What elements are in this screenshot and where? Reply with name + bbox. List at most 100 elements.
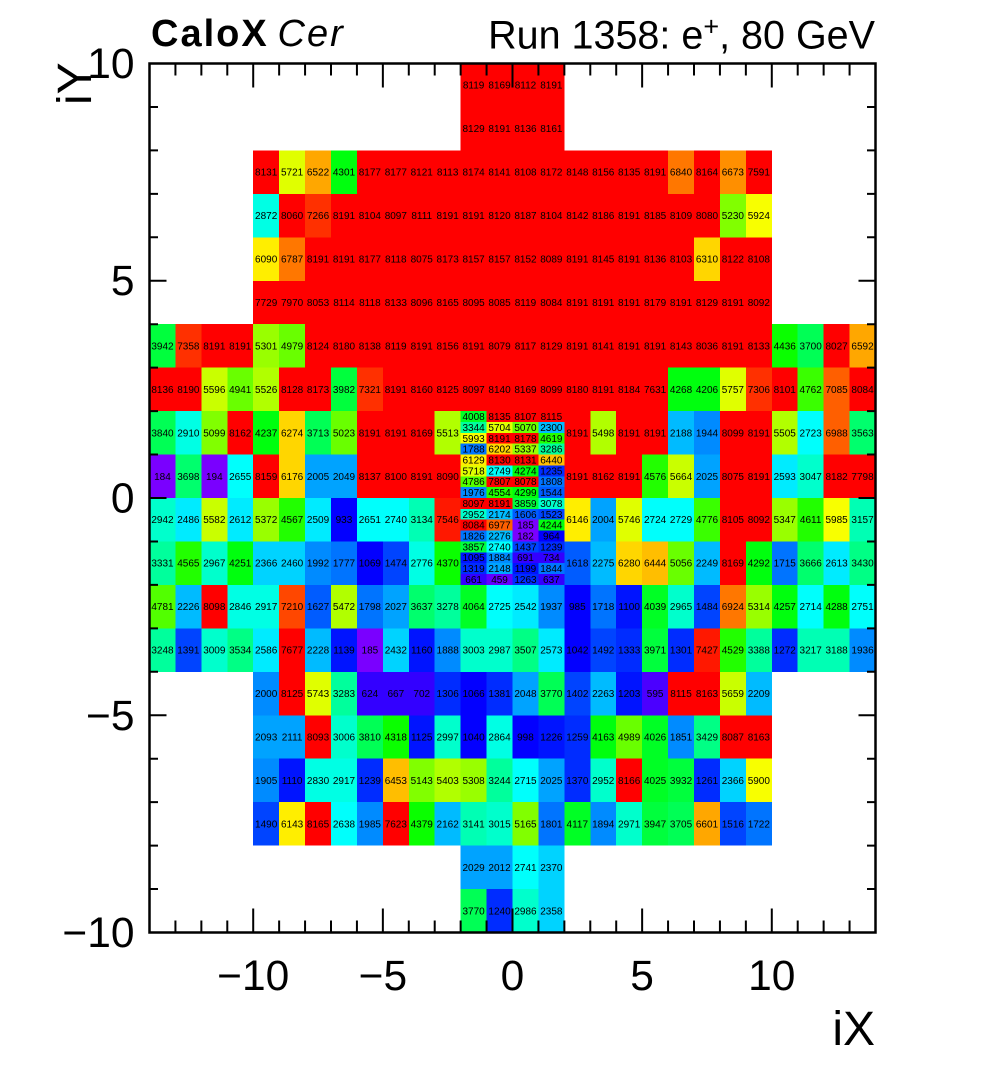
svg-text:8122: 8122: [722, 255, 745, 266]
svg-text:8191: 8191: [462, 341, 485, 352]
svg-text:5347: 5347: [774, 515, 797, 526]
svg-text:4237: 4237: [255, 428, 278, 439]
svg-text:1040: 1040: [462, 732, 485, 743]
svg-text:8115: 8115: [670, 689, 692, 700]
svg-text:1976: 1976: [462, 488, 485, 499]
svg-text:5165: 5165: [514, 819, 537, 830]
svg-text:8178: 8178: [514, 434, 537, 445]
svg-text:8191: 8191: [618, 211, 641, 222]
svg-text:2740: 2740: [385, 515, 408, 526]
svg-text:5372: 5372: [255, 515, 278, 526]
svg-text:7591: 7591: [748, 168, 771, 179]
svg-text:8173: 8173: [437, 255, 460, 266]
svg-text:1905: 1905: [255, 776, 278, 787]
svg-text:8060: 8060: [281, 211, 304, 222]
svg-text:4025: 4025: [644, 776, 667, 787]
svg-text:3278: 3278: [437, 602, 460, 613]
svg-text:2460: 2460: [281, 559, 304, 570]
svg-text:5746: 5746: [618, 515, 641, 526]
svg-text:3244: 3244: [488, 776, 511, 787]
svg-text:3982: 3982: [333, 385, 356, 396]
svg-text:2942: 2942: [151, 515, 174, 526]
svg-text:5: 5: [630, 953, 654, 1000]
svg-text:3637: 3637: [411, 602, 434, 613]
svg-text:933: 933: [336, 515, 353, 526]
svg-text:3666: 3666: [800, 559, 823, 570]
svg-text:5718: 5718: [462, 466, 485, 477]
svg-text:8191: 8191: [618, 428, 641, 439]
svg-text:7306: 7306: [748, 385, 771, 396]
svg-text:4039: 4039: [644, 602, 667, 613]
svg-text:734: 734: [543, 553, 560, 564]
svg-text:1239: 1239: [359, 776, 382, 787]
svg-text:8092: 8092: [748, 515, 771, 526]
svg-text:1370: 1370: [566, 776, 589, 787]
svg-text:702: 702: [413, 689, 430, 700]
svg-text:2830: 2830: [307, 776, 330, 787]
svg-text:8148: 8148: [566, 168, 589, 179]
svg-text:1718: 1718: [592, 602, 615, 613]
svg-text:2872: 2872: [255, 211, 278, 222]
svg-text:5743: 5743: [307, 689, 330, 700]
svg-text:2740: 2740: [488, 542, 511, 553]
svg-text:691: 691: [517, 553, 534, 564]
svg-text:6840: 6840: [670, 168, 693, 179]
svg-text:3015: 3015: [488, 819, 511, 830]
svg-text:2651: 2651: [359, 515, 382, 526]
svg-text:8104: 8104: [359, 211, 382, 222]
svg-text:8125: 8125: [281, 689, 304, 700]
svg-text:4206: 4206: [696, 385, 719, 396]
svg-text:8115: 8115: [541, 412, 563, 423]
svg-text:8157: 8157: [488, 255, 511, 266]
svg-text:1240: 1240: [488, 906, 511, 917]
svg-text:4554: 4554: [488, 488, 511, 499]
svg-text:8118: 8118: [385, 255, 407, 266]
svg-text:4064: 4064: [462, 602, 485, 613]
svg-text:4567: 4567: [281, 515, 304, 526]
svg-text:3700: 3700: [800, 341, 823, 352]
svg-text:1618: 1618: [566, 559, 589, 570]
svg-text:1042: 1042: [566, 646, 589, 657]
svg-text:1239: 1239: [540, 542, 563, 553]
svg-text:8166: 8166: [618, 776, 641, 787]
svg-text:8191: 8191: [333, 255, 356, 266]
svg-text:8191: 8191: [618, 298, 641, 309]
svg-text:2358: 2358: [540, 906, 563, 917]
svg-text:8191: 8191: [722, 298, 745, 309]
svg-text:8129: 8129: [540, 341, 563, 352]
svg-text:8137: 8137: [359, 472, 382, 483]
svg-text:3188: 3188: [825, 646, 848, 657]
svg-text:2188: 2188: [670, 428, 693, 439]
svg-text:5070: 5070: [514, 423, 537, 434]
svg-text:1095: 1095: [462, 553, 485, 564]
svg-text:667: 667: [387, 689, 404, 700]
svg-text:1319: 1319: [462, 564, 485, 575]
svg-text:1722: 1722: [748, 819, 771, 830]
svg-text:2917: 2917: [255, 602, 278, 613]
svg-text:2370: 2370: [540, 863, 563, 874]
svg-text:2729: 2729: [670, 515, 693, 526]
svg-text:6310: 6310: [696, 255, 719, 266]
svg-text:1985: 1985: [359, 819, 382, 830]
svg-text:8157: 8157: [462, 255, 485, 266]
svg-text:8191: 8191: [566, 472, 589, 483]
svg-text:637: 637: [543, 575, 560, 586]
svg-text:7729: 7729: [255, 298, 278, 309]
svg-text:6924: 6924: [722, 602, 745, 613]
svg-text:5596: 5596: [203, 385, 226, 396]
svg-text:3932: 3932: [670, 776, 693, 787]
svg-text:6146: 6146: [566, 515, 589, 526]
svg-text:1826: 1826: [462, 532, 485, 543]
svg-text:4008: 4008: [462, 412, 485, 423]
svg-text:6280: 6280: [618, 559, 641, 570]
svg-text:2655: 2655: [229, 472, 252, 483]
svg-text:8191: 8191: [203, 341, 226, 352]
svg-text:1437: 1437: [514, 542, 537, 553]
svg-text:8191: 8191: [566, 298, 589, 309]
svg-text:2725: 2725: [488, 602, 511, 613]
svg-text:8191: 8191: [618, 472, 641, 483]
svg-text:4619: 4619: [540, 434, 563, 445]
svg-text:2509: 2509: [307, 515, 330, 526]
svg-text:8191: 8191: [748, 428, 771, 439]
svg-text:8191: 8191: [644, 341, 667, 352]
